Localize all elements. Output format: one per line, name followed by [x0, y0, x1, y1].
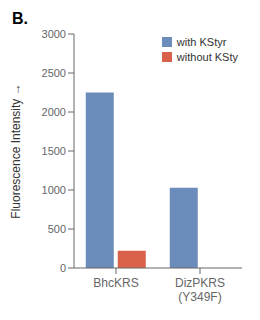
svg-text:1000: 1000	[42, 184, 66, 196]
svg-text:BhcKRS: BhcKRS	[93, 276, 138, 290]
svg-text:Fluorescence Intensity →: Fluorescence Intensity →	[9, 83, 23, 218]
svg-text:500: 500	[48, 223, 66, 235]
svg-text:1500: 1500	[42, 145, 66, 157]
svg-text:DizPKRS(Y349F): DizPKRS(Y349F)	[175, 276, 225, 304]
html-text:without KSty: without KSty	[176, 51, 238, 63]
svg-text:0: 0	[60, 262, 66, 274]
svg-text:3000: 3000	[42, 28, 66, 40]
html-text:with KStyr: with KStyr	[176, 36, 227, 48]
html-text:B.: B.	[12, 10, 28, 27]
svg-text:2500: 2500	[42, 67, 66, 79]
svg-text:2000: 2000	[42, 106, 66, 118]
